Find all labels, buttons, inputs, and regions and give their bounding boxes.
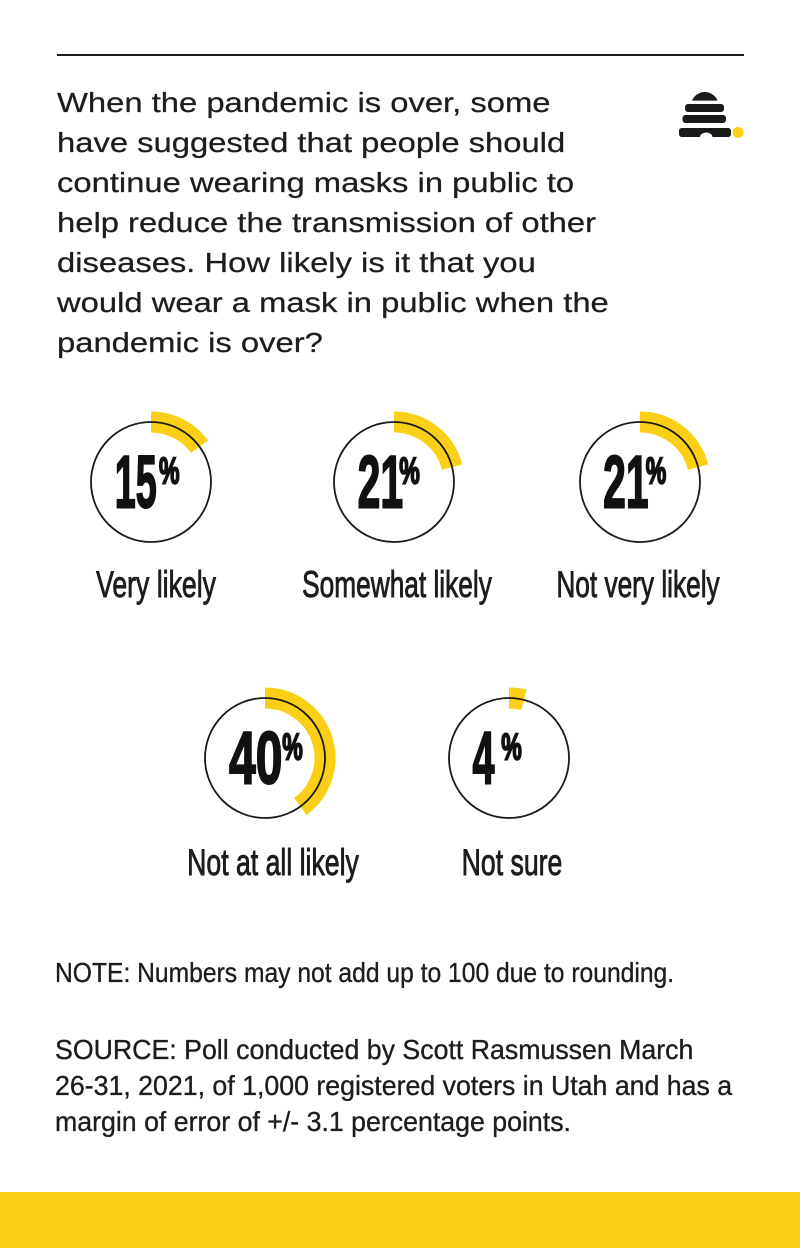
svg-text:%: % — [399, 450, 420, 491]
svg-text:21: 21 — [357, 440, 403, 523]
svg-text:%: % — [501, 726, 522, 767]
svg-text:21: 21 — [603, 440, 649, 523]
svg-text:%: % — [282, 726, 303, 767]
svg-text:%: % — [645, 450, 666, 491]
svg-text:%: % — [159, 450, 180, 491]
svg-text:4: 4 — [472, 716, 494, 799]
svg-text:40: 40 — [229, 716, 283, 799]
svg-text:15: 15 — [114, 440, 156, 523]
